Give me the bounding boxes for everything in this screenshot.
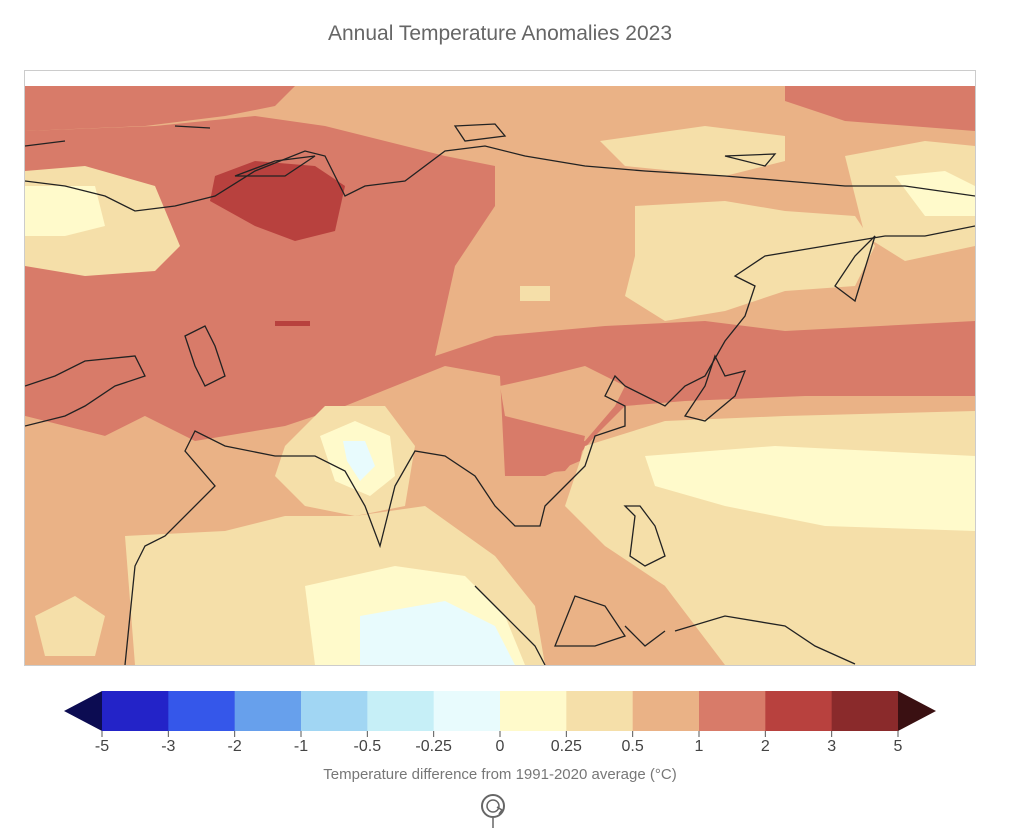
region-0-0.25-pacific — [645, 446, 975, 531]
colorbar-bin — [566, 691, 634, 731]
colorbar-bin — [699, 691, 766, 731]
colorbar-tick-label: -3 — [161, 738, 176, 755]
region-0.5-1-west — [25, 416, 145, 665]
refresh-icon — [481, 794, 505, 828]
colorbar-tick-label: -0.25 — [415, 738, 452, 755]
colorbar-bin — [433, 691, 501, 731]
region-0-0.25-chukotka — [895, 171, 975, 216]
colorbar-over-triangle — [898, 691, 936, 731]
colorbar-bin — [168, 691, 236, 731]
colorbar-tick-label: -2 — [227, 738, 242, 755]
region-1-2-north — [25, 86, 295, 131]
region-0.25-0.5-siberia — [625, 201, 875, 321]
region-0.25-0.5-africa — [35, 596, 105, 656]
region-0.25-0.5-north1 — [600, 126, 785, 176]
colorbar-bin — [234, 691, 302, 731]
map-title: Annual Temperature Anomalies 2023 — [327, 22, 672, 45]
region-2-3-west-siberia — [210, 161, 345, 241]
anomaly-map[interactable] — [25, 86, 975, 665]
colorbar-bin — [367, 691, 435, 731]
region-neg-india — [343, 441, 375, 481]
colorbar-bin — [102, 691, 169, 731]
colorbar-bin — [831, 691, 899, 731]
colorbar-bin — [500, 691, 567, 731]
colorbar-bin — [301, 691, 368, 731]
colorbar-tick-label: 5 — [893, 738, 903, 755]
region-1-2-china — [505, 416, 585, 476]
colorbar-tick-label: 1 — [694, 738, 704, 755]
colorbar-bin — [632, 691, 700, 731]
colorbar-bin — [765, 691, 833, 731]
colorbar-label: Temperature difference from 1991-2020 av… — [323, 766, 677, 783]
region-neg-indian-ocean — [360, 601, 515, 665]
region-0-0.25-scandinavia — [25, 186, 105, 236]
region-0.25-0.5-small — [520, 286, 550, 301]
map-panel[interactable] — [24, 70, 976, 666]
colorbar — [64, 691, 936, 737]
coastlines — [25, 123, 975, 665]
region-0.25-0.5-chukotka — [845, 141, 975, 261]
colorbar-tick-label: 0.25 — [550, 738, 582, 755]
region-1-2-northeast — [785, 86, 975, 131]
refresh-button[interactable] — [478, 792, 508, 828]
colorbar-tick-label: 3 — [827, 738, 837, 755]
colorbar-tick-label: -5 — [94, 738, 110, 755]
colorbar-tick-label: -1 — [293, 738, 309, 755]
region-0.5-1-indonesia — [580, 561, 665, 611]
colorbar-tick-label: 0 — [495, 738, 505, 755]
colorbar-under-triangle — [64, 691, 102, 731]
colorbar-tick-label: 2 — [760, 738, 770, 755]
colorbar-tick-label: 0.5 — [621, 738, 644, 755]
colorbar-tick-label: -0.5 — [353, 738, 382, 755]
region-2-3-small — [275, 321, 310, 326]
